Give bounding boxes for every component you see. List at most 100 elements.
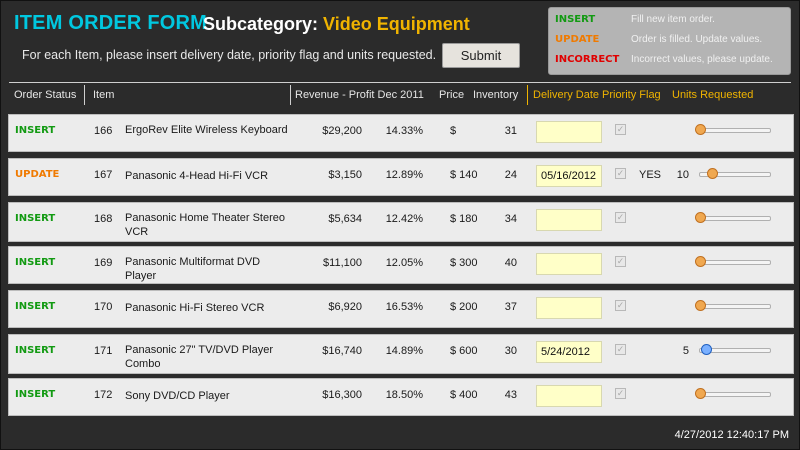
priority-flag-checkbox[interactable]: ✓ <box>615 168 626 179</box>
table-row: UPDATE 167 Panasonic 4-Head Hi-Fi VCR $3,15… <box>8 158 794 196</box>
column-divider <box>84 85 85 105</box>
table-row: INSERT 168 Panasonic Home Theater Stereo V… <box>8 202 794 242</box>
revenue-value: $11,100 <box>323 257 362 269</box>
price-value: $ 180 <box>450 213 478 225</box>
item-id: 169 <box>94 257 113 269</box>
item-name: Panasonic 27" TV/DVD Player Combo <box>125 344 273 370</box>
units-slider-track[interactable] <box>699 128 771 133</box>
col-inventory: Inventory <box>473 89 519 101</box>
units-slider-track[interactable] <box>699 172 771 177</box>
instructions-text: For each Item, please insert delivery da… <box>22 48 437 62</box>
priority-flag-checkbox[interactable]: ✓ <box>615 300 626 311</box>
price-value: $ 300 <box>450 257 478 269</box>
inventory-value: 40 <box>504 257 517 269</box>
col-order-status: Order Status <box>14 89 77 101</box>
units-slider-track[interactable] <box>699 260 771 265</box>
table-row: INSERT 166 ErgoRev Elite Wireless Keyboard… <box>8 114 794 152</box>
order-status: INSERT <box>15 301 56 312</box>
subcategory-heading: Subcategory: Video Equipment <box>203 14 470 35</box>
profit-value: 12.05% <box>385 257 423 269</box>
item-name: Panasonic Hi-Fi Stereo VCR <box>125 302 265 314</box>
col-priority-flag: Priority Flag <box>602 89 661 101</box>
profit-value: 18.50% <box>385 389 423 401</box>
col-revenue-profit: Revenue - Profit Dec 2011 <box>295 89 424 101</box>
price-value: $ 400 <box>450 389 478 401</box>
column-divider <box>527 85 528 105</box>
order-status: INSERT <box>15 125 56 136</box>
col-price: Price <box>439 89 465 101</box>
price-value: $ 600 <box>450 345 478 357</box>
units-value: 5 <box>682 345 689 357</box>
units-slider-thumb[interactable] <box>701 344 712 355</box>
units-slider-thumb[interactable] <box>695 388 706 399</box>
item-name: Panasonic 4-Head Hi-Fi VCR <box>125 170 269 182</box>
inventory-value: 30 <box>504 345 517 357</box>
profit-value: 12.42% <box>385 213 423 225</box>
inventory-value: 34 <box>504 213 517 225</box>
priority-flag-checkbox[interactable]: ✓ <box>615 388 626 399</box>
units-slider-thumb[interactable] <box>695 212 706 223</box>
subcategory-value: Video Equipment <box>323 14 470 34</box>
profit-value: 14.89% <box>385 345 423 357</box>
units-slider-thumb[interactable] <box>707 168 718 179</box>
legend-update-label: UPDATE <box>555 34 600 45</box>
item-name: Panasonic Home Theater Stereo VCR <box>125 212 285 238</box>
inventory-value: 43 <box>504 389 517 401</box>
table-row: INSERT 169 Panasonic Multiformat DVD Playe… <box>8 246 794 284</box>
units-value: 10 <box>676 169 689 181</box>
units-slider-track[interactable] <box>699 348 771 353</box>
units-slider-thumb[interactable] <box>695 124 706 135</box>
table-row: INSERT 172 Sony DVD/CD Player $16,300 18.50%… <box>8 378 794 416</box>
revenue-value: $3,150 <box>328 169 362 181</box>
delivery-date-input[interactable] <box>536 385 602 407</box>
table-row: INSERT 170 Panasonic Hi-Fi Stereo VCR $6,92… <box>8 290 794 328</box>
delivery-date-input[interactable] <box>536 253 602 275</box>
inventory-value: 37 <box>504 301 517 313</box>
item-id: 166 <box>94 125 113 137</box>
units-slider-thumb[interactable] <box>695 256 706 267</box>
revenue-value: $16,740 <box>322 345 362 357</box>
delivery-date-input[interactable] <box>536 121 602 143</box>
subcategory-label: Subcategory: <box>203 14 319 34</box>
inventory-value: 24 <box>504 169 517 181</box>
delivery-date-input[interactable] <box>536 297 602 319</box>
table-row: INSERT 171 Panasonic 27" TV/DVD Player Com… <box>8 334 794 374</box>
priority-flag-checkbox[interactable]: ✓ <box>615 124 626 135</box>
revenue-value: $6,920 <box>328 301 362 313</box>
priority-flag-checkbox[interactable]: ✓ <box>615 256 626 267</box>
status-legend: INSERT Fill new item order. UPDATE Order… <box>548 7 791 75</box>
revenue-value: $5,634 <box>328 213 362 225</box>
delivery-date-input[interactable] <box>536 209 602 231</box>
units-slider-thumb[interactable] <box>695 300 706 311</box>
units-slider-track[interactable] <box>699 304 771 309</box>
order-status: INSERT <box>15 213 56 224</box>
priority-flag-value: YES <box>639 169 662 181</box>
units-slider-track[interactable] <box>699 216 771 221</box>
priority-flag-checkbox[interactable]: ✓ <box>615 344 626 355</box>
col-delivery-date: Delivery Date <box>533 89 600 101</box>
profit-value: 14.33% <box>385 125 423 137</box>
revenue-value: $29,200 <box>322 125 362 137</box>
order-status: INSERT <box>15 345 56 356</box>
legend-insert-label: INSERT <box>555 14 596 25</box>
order-status: UPDATE <box>15 169 60 180</box>
delivery-date-input[interactable]: 05/16/2012 <box>536 165 602 187</box>
delivery-date-input[interactable]: 5/24/2012 <box>536 341 602 363</box>
order-status: INSERT <box>15 257 56 268</box>
legend-incorrect-desc: Incorrect values, please update. <box>631 54 773 65</box>
price-value: $ <box>450 125 457 137</box>
item-id: 167 <box>94 169 113 181</box>
page-title: ITEM ORDER FORM <box>14 12 207 34</box>
order-status: INSERT <box>15 389 56 400</box>
submit-button[interactable]: Submit <box>442 43 520 68</box>
priority-flag-checkbox[interactable]: ✓ <box>615 212 626 223</box>
item-id: 168 <box>94 213 113 225</box>
item-id: 172 <box>94 389 113 401</box>
item-id: 171 <box>94 345 113 357</box>
inventory-value: 31 <box>504 125 517 137</box>
revenue-value: $16,300 <box>322 389 362 401</box>
units-slider-track[interactable] <box>699 392 771 397</box>
legend-incorrect-label: INCORRECT <box>555 54 620 65</box>
item-name: Panasonic Multiformat DVD Player <box>125 256 261 282</box>
